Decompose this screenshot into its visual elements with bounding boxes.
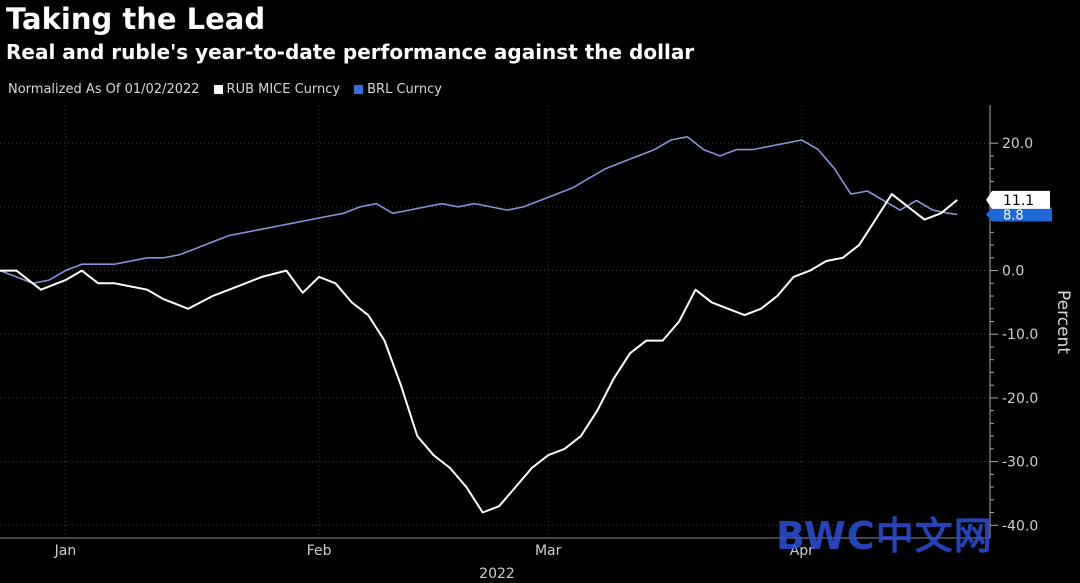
- y-tick-label: -40.0: [1002, 518, 1038, 534]
- x-tick-label: Mar: [535, 543, 562, 559]
- value-tag-rub-label: 11.1: [1003, 193, 1034, 209]
- y-tick-label: 20.0: [1002, 136, 1033, 152]
- x-tick-label: Apr: [790, 543, 814, 559]
- value-tag-rub: [986, 190, 1050, 209]
- series-line-brl: [0, 136, 958, 285]
- y-tick-label: 0.0: [1002, 264, 1024, 280]
- legend: Normalized As Of 01/02/2022 RUB MICE Cur…: [8, 82, 442, 97]
- watermark-logo: BWC中文网: [776, 514, 993, 558]
- value-tag-brl-label: 8.8: [1003, 209, 1024, 224]
- legend-swatch-brl: [354, 85, 364, 94]
- series-line-rub: [0, 193, 958, 514]
- legend-note: Normalized As Of 01/02/2022: [8, 82, 200, 97]
- y-tick-label: -10.0: [1002, 327, 1038, 343]
- chart-subtitle: Real and ruble's year-to-date performanc…: [6, 40, 695, 64]
- x-tick-label: Feb: [307, 543, 332, 559]
- value-tag-brl: [986, 207, 1052, 222]
- legend-label-rub: RUB MICE Curncy: [226, 82, 341, 97]
- y-tick-label: -30.0: [1002, 455, 1038, 471]
- chart-title: Taking the Lead: [6, 2, 266, 36]
- x-tick-label: Jan: [54, 543, 77, 559]
- y-tick-label: -20.0: [1002, 391, 1038, 407]
- legend-swatch-rub: [213, 85, 223, 94]
- y-axis-label: Percent: [1053, 290, 1073, 354]
- x-axis-label: 2022: [479, 566, 515, 582]
- legend-label-brl: BRL Curncy: [367, 82, 442, 97]
